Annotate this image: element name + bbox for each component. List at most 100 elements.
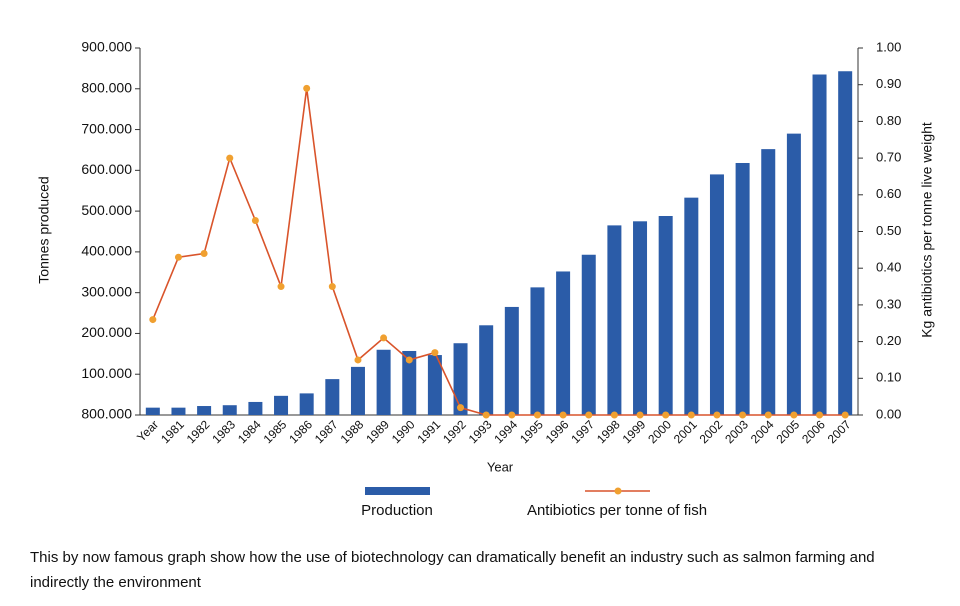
x-tick-label: 1982: [184, 417, 213, 446]
y-axis-title: Tonnes produced: [36, 176, 52, 283]
y-tick-label: 500.000: [81, 202, 132, 218]
x-tick-label: 1990: [389, 417, 418, 446]
marker: [303, 84, 311, 92]
bar: [556, 271, 571, 415]
y-tick-label: 700.000: [81, 120, 132, 136]
bar: [786, 133, 801, 415]
x-tick-label: 1998: [594, 417, 623, 446]
marker: [739, 411, 747, 419]
x-tick-label: 1983: [209, 417, 238, 446]
bar: [427, 355, 442, 415]
marker: [533, 411, 541, 419]
x-tick-label: 1987: [312, 417, 341, 446]
marker: [610, 411, 618, 419]
bar: [274, 395, 289, 415]
marker: [559, 411, 567, 419]
y-tick-label: 400.000: [81, 243, 132, 259]
y2-tick-label: 1.00: [876, 39, 901, 54]
bar: [735, 162, 750, 415]
bar: [633, 221, 648, 415]
x-tick-label: 1981: [158, 417, 187, 446]
bar: [299, 393, 314, 415]
bar: [376, 349, 391, 415]
marker: [508, 411, 516, 419]
bar: [145, 407, 160, 415]
x-tick-label: 1993: [466, 417, 495, 446]
bar: [581, 254, 596, 415]
bar: [504, 306, 519, 415]
y2-tick-label: 0.80: [876, 113, 901, 128]
x-tick-label: Year: [134, 417, 161, 444]
legend-marker: [614, 487, 622, 495]
x-tick-label: 1985: [261, 417, 290, 446]
x-tick-label: 1995: [517, 417, 546, 446]
marker: [687, 411, 695, 419]
marker: [380, 334, 388, 342]
y-tick-label: 800.000: [81, 406, 132, 422]
marker: [841, 411, 849, 419]
marker: [405, 356, 413, 364]
x-tick-label: 2004: [748, 417, 777, 446]
bar: [479, 325, 494, 415]
legend-label: Antibiotics per tonne of fish: [527, 502, 707, 519]
y-tick-label: 800.000: [81, 79, 132, 95]
y-tick-label: 100.000: [81, 365, 132, 381]
x-axis-title: Year: [487, 459, 514, 474]
x-tick-label: 2001: [671, 417, 700, 446]
marker: [636, 411, 644, 419]
x-tick-label: 1991: [414, 417, 443, 446]
x-tick-label: 2007: [825, 417, 854, 446]
bar: [838, 71, 853, 415]
line: [152, 88, 846, 416]
marker: [662, 411, 670, 419]
y-tick-label: 900.000: [81, 39, 132, 55]
x-tick-label: 2003: [722, 417, 751, 446]
bar: [812, 74, 827, 415]
marker: [226, 154, 234, 162]
x-tick-label: 1992: [440, 417, 469, 446]
x-tick-label: 1988: [338, 417, 367, 446]
y2-tick-label: 0.70: [876, 150, 901, 165]
bar: [197, 406, 212, 415]
x-tick-label: 2000: [645, 417, 674, 446]
bar: [530, 287, 545, 415]
bar: [222, 405, 237, 415]
bar: [350, 366, 365, 415]
y2-tick-label: 0.20: [876, 333, 901, 348]
marker: [816, 411, 824, 419]
x-tick-label: 2006: [799, 417, 828, 446]
bar: [453, 343, 468, 415]
legend-swatch: [365, 487, 430, 495]
y2-tick-label: 0.60: [876, 186, 901, 201]
bar: [325, 379, 340, 415]
marker: [431, 349, 439, 357]
marker: [585, 411, 593, 419]
marker: [149, 316, 157, 324]
bar: [248, 401, 263, 415]
x-tick-label: 1984: [235, 417, 264, 446]
x-tick-label: 2005: [773, 417, 802, 446]
bar: [658, 216, 673, 415]
marker: [713, 411, 721, 419]
y-tick-label: 600.000: [81, 161, 132, 177]
marker: [277, 283, 285, 291]
chart: Year Tonnes produced Kg antibiotics per …: [36, 39, 935, 519]
marker: [174, 253, 182, 261]
bar: [709, 174, 724, 415]
marker: [251, 216, 259, 224]
y2-tick-label: 0.90: [876, 76, 901, 91]
marker: [200, 250, 208, 258]
y-tick-label: 200.000: [81, 324, 132, 340]
marker: [482, 411, 490, 419]
x-tick-label: 1999: [620, 417, 649, 446]
x-tick-label: 1997: [568, 417, 597, 446]
x-tick-label: 2002: [697, 417, 726, 446]
y2-tick-label: 0.50: [876, 223, 901, 238]
x-tick-label: 1994: [491, 417, 520, 446]
marker: [354, 356, 362, 364]
legend-label: Production: [361, 502, 433, 519]
bar: [684, 197, 699, 415]
x-tick-label: 1996: [543, 417, 572, 446]
y2-tick-label: 0.10: [876, 370, 901, 385]
bar: [607, 225, 622, 415]
